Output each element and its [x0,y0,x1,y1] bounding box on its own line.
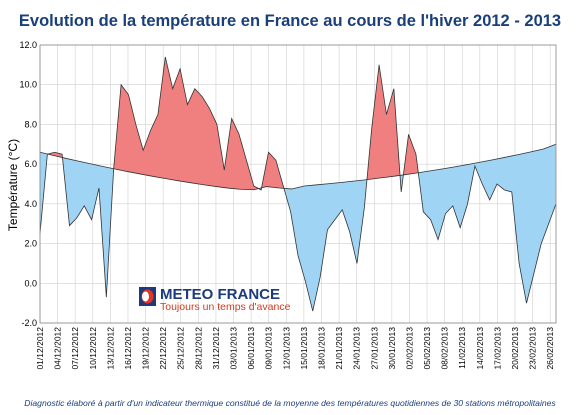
y-tick-label: 2.0 [24,239,37,249]
below-normal-area [40,152,48,234]
x-tick-label: 01/12/2012 [35,327,45,370]
y-tick-label: 6.0 [24,159,37,169]
x-tick-label: 08/02/2013 [440,327,450,370]
chart-title: Evolution de la température en France au… [19,12,561,30]
y-tick-label: 12.0 [19,40,37,50]
x-tick-label: 14/02/2013 [475,327,485,370]
x-tick-label: 26/02/2013 [545,327,555,370]
area-layer [39,56,557,312]
x-tick-label: 12/01/2013 [281,327,291,370]
x-tick-label: 28/12/2012 [193,327,203,370]
footnote: Diagnostic élaboré à partir d'un indicat… [24,398,556,408]
above-normal-area [366,64,401,180]
above-normal-area [113,56,259,190]
x-tick-label: 18/01/2013 [316,327,326,370]
x-tick-label: 25/12/2012 [176,327,186,370]
meteo-france-logo: METEO FRANCE Toujours un temps d'avance [139,286,291,313]
y-tick-label: -2.0 [21,318,37,328]
logo-slogan: Toujours un temps d'avance [160,301,291,313]
plot-frame [39,44,557,324]
normal-line [39,143,557,191]
above-normal-area [403,134,419,175]
x-tick-label: 20/02/2013 [510,327,520,370]
y-tick-label: 0.0 [24,278,37,288]
x-tick-label: 11/02/2013 [457,327,467,369]
logo-emblem-icon [139,287,156,306]
x-tick-label: 22/12/2012 [158,327,168,370]
x-tick-label: 27/01/2013 [369,327,379,370]
axes: 12.0 10.0 8.0 6.0 4.0 2.0 0.0 -2.001/12/2012 04/… [19,40,557,370]
y-tick-label: 10.0 [19,80,37,90]
x-tick-label: 19/12/2012 [141,327,151,370]
x-tick-label: 04/12/2012 [53,327,63,370]
y-tick-label: 4.0 [24,199,37,209]
x-tick-label: 10/12/2012 [88,327,98,370]
x-tick-label: 06/01/2013 [246,327,256,370]
x-tick-label: 09/01/2013 [264,327,274,370]
x-tick-label: 02/02/2013 [404,327,414,370]
x-tick-label: 16/12/2012 [123,327,133,370]
below-normal-area [62,157,114,298]
x-tick-label: 17/02/2013 [492,327,502,370]
x-tick-label: 23/02/2013 [528,327,538,370]
x-tick-label: 15/01/2013 [299,327,309,370]
x-tick-label: 05/02/2013 [422,327,432,370]
x-tick-label: 30/01/2013 [387,327,397,370]
y-axis-label: Température (°C) [6,139,20,231]
y-tick-label: 8.0 [24,119,37,129]
x-tick-label: 24/01/2013 [352,327,362,370]
x-tick-label: 31/12/2012 [211,327,221,370]
x-tick-label: 13/12/2012 [105,327,115,370]
x-tick-label: 03/01/2013 [229,327,239,370]
below-normal-area [418,144,556,304]
logo-name: METEO FRANCE [160,286,280,303]
temperature-line [39,56,557,312]
x-tick-label: 21/01/2013 [334,327,344,370]
grid [39,44,556,324]
x-tick-label: 07/12/2012 [70,327,80,370]
